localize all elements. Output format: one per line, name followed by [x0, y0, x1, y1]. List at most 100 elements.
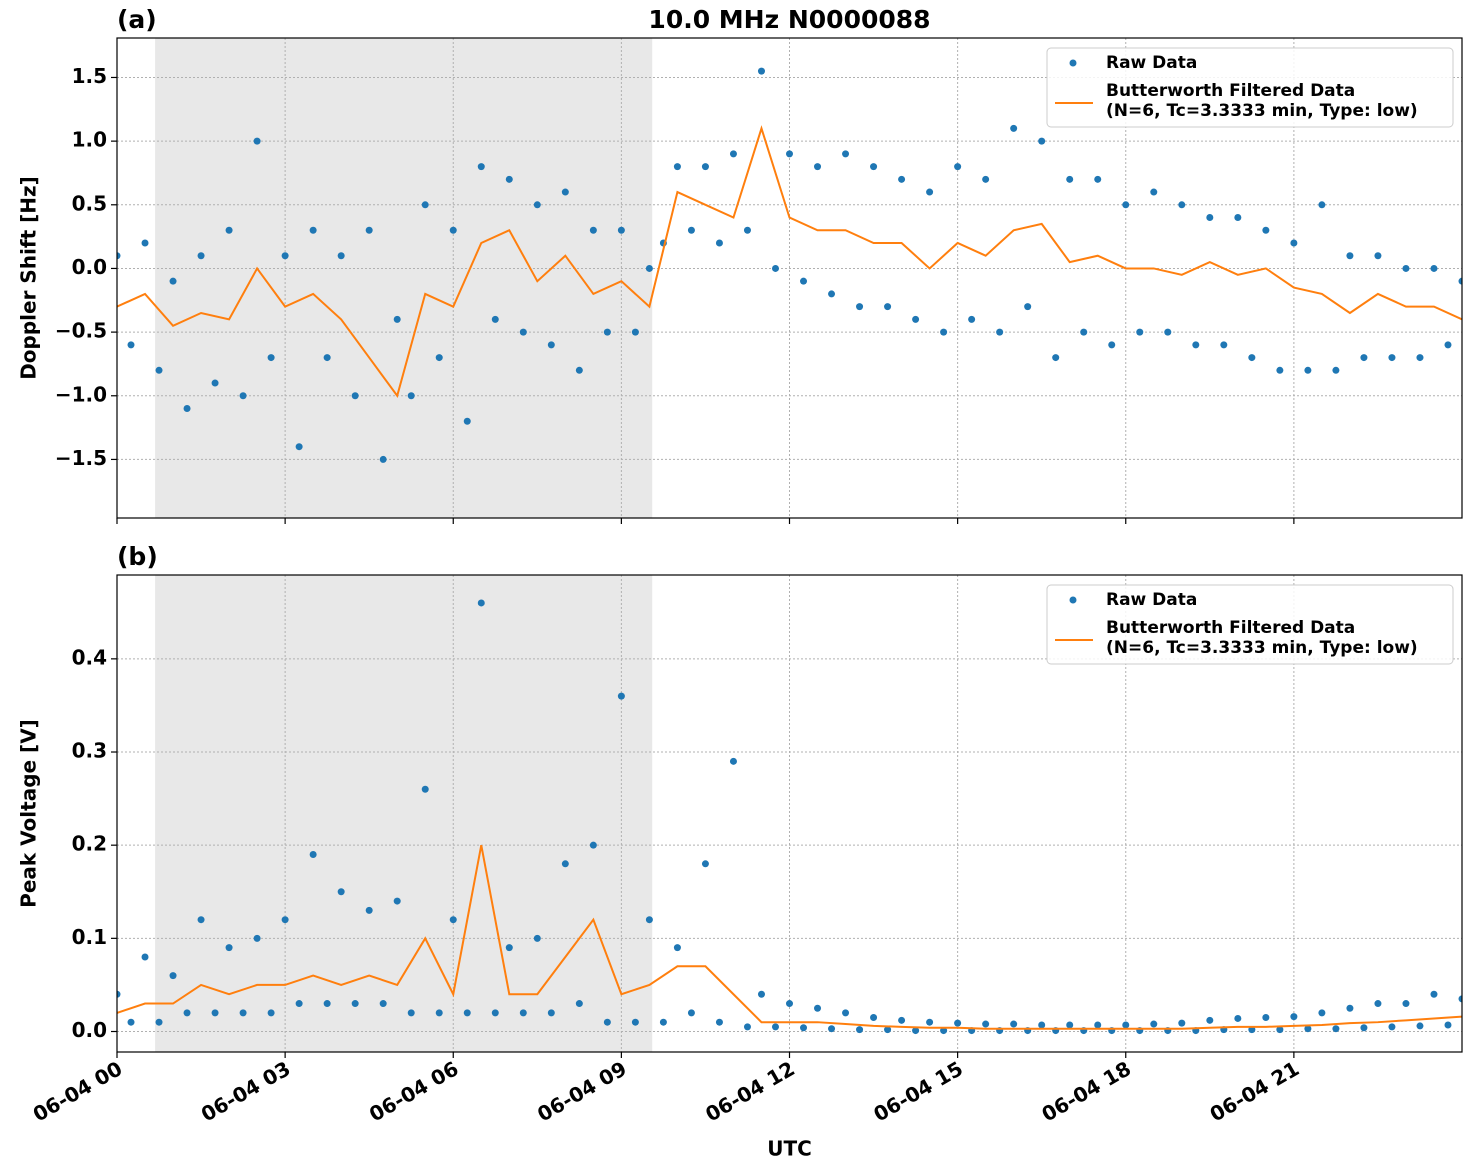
raw-point — [1332, 366, 1340, 374]
raw-point — [982, 1020, 990, 1028]
plot-area — [117, 67, 1462, 463]
raw-point — [1094, 175, 1102, 183]
raw-point — [1192, 341, 1200, 349]
axes-frame — [116, 37, 1463, 519]
raw-point — [239, 392, 247, 400]
raw-point — [884, 1026, 892, 1034]
raw-point — [379, 455, 387, 463]
raw-point — [926, 188, 934, 196]
raw-point — [645, 264, 653, 272]
y-axis-label: Doppler Shift [Hz] — [17, 176, 41, 380]
raw-point — [1276, 1026, 1284, 1034]
raw-point — [1430, 990, 1438, 998]
raw-point — [505, 175, 513, 183]
y-tick-label: 0.0 — [72, 1018, 107, 1042]
raw-point — [828, 290, 836, 298]
raw-point — [1080, 328, 1088, 336]
raw-point — [1220, 341, 1228, 349]
raw-point — [842, 1009, 850, 1017]
raw-point — [561, 188, 569, 196]
raw-point — [351, 1000, 359, 1008]
raw-point — [1388, 354, 1396, 362]
raw-point — [463, 417, 471, 425]
raw-point — [757, 67, 765, 75]
raw-point — [631, 1018, 639, 1026]
raw-point — [561, 860, 569, 868]
filtered-line — [117, 844, 1462, 1030]
raw-point — [295, 443, 303, 451]
raw-point — [393, 897, 401, 905]
raw-point — [1262, 1014, 1270, 1022]
raw-point — [309, 226, 317, 234]
raw-point — [617, 692, 625, 700]
x-tick-label: 06-04 21 — [1206, 1056, 1304, 1126]
raw-point — [155, 1018, 163, 1026]
plot-area — [117, 599, 1462, 1035]
legend: Raw Data Butterworth Filtered Data (N=6, T… — [1046, 584, 1454, 665]
raw-point — [117, 990, 121, 998]
raw-point — [491, 1009, 499, 1017]
y-tick-label: −1.0 — [55, 382, 107, 406]
raw-point — [898, 175, 906, 183]
raw-point — [1094, 1021, 1102, 1029]
raw-point — [169, 277, 177, 285]
raw-point — [337, 252, 345, 260]
raw-point — [141, 239, 149, 247]
raw-point — [1444, 1021, 1452, 1029]
raw-point — [1248, 354, 1256, 362]
shaded-region — [155, 38, 653, 518]
raw-point — [1066, 1021, 1074, 1029]
raw-point — [1290, 239, 1298, 247]
raw-point — [1010, 124, 1018, 132]
raw-point — [575, 366, 583, 374]
raw-point — [309, 850, 317, 858]
raw-point — [1318, 1009, 1326, 1017]
x-tick-label: 06-04 15 — [869, 1056, 967, 1126]
legend-box — [1046, 47, 1454, 128]
raw-point — [1346, 252, 1354, 260]
raw-point — [814, 1004, 822, 1012]
subplot: −1.5 −1.0 −0.5 0.0 0.5 1.0 1.5 (a) 10.0 MHz N000… — [17, 5, 1463, 524]
x-axis-label: UTC — [767, 1137, 812, 1161]
raw-point — [1430, 264, 1438, 272]
raw-point — [1304, 366, 1312, 374]
raw-point — [1178, 201, 1186, 209]
raw-point — [533, 934, 541, 942]
x-tick-label: 06-04 09 — [533, 1056, 631, 1126]
raw-point — [1262, 226, 1270, 234]
raw-point — [1024, 303, 1032, 311]
raw-point — [533, 201, 541, 209]
raw-point — [701, 163, 709, 171]
raw-point — [267, 354, 275, 362]
raw-point — [856, 1026, 864, 1034]
raw-point — [996, 328, 1004, 336]
raw-point — [505, 944, 513, 952]
raw-point — [421, 201, 429, 209]
chart-title: 10.0 MHz N0000088 — [648, 5, 930, 34]
raw-point — [323, 354, 331, 362]
raw-point — [800, 1024, 808, 1032]
raw-point — [631, 328, 639, 336]
y-tick-label: −0.5 — [55, 319, 107, 343]
raw-point — [197, 916, 205, 924]
raw-point — [884, 303, 892, 311]
y-tick-label: 0.0 — [72, 255, 107, 279]
raw-point — [1248, 1026, 1256, 1034]
raw-point — [225, 944, 233, 952]
y-axis-label: Peak Voltage [V] — [17, 719, 41, 908]
raw-point — [1234, 1014, 1242, 1022]
raw-point — [589, 841, 597, 849]
raw-point — [1178, 1019, 1186, 1027]
raw-point — [1332, 1025, 1340, 1033]
raw-point — [211, 1009, 219, 1017]
raw-point — [1122, 201, 1130, 209]
raw-point — [786, 150, 793, 158]
x-tick-label: 06-04 00 — [29, 1056, 127, 1126]
raw-point — [1402, 1000, 1410, 1008]
raw-point — [1150, 1020, 1158, 1028]
raw-point — [982, 175, 990, 183]
raw-point — [323, 1000, 331, 1008]
raw-point — [239, 1009, 247, 1017]
raw-point — [351, 392, 359, 400]
raw-point — [954, 1019, 962, 1027]
